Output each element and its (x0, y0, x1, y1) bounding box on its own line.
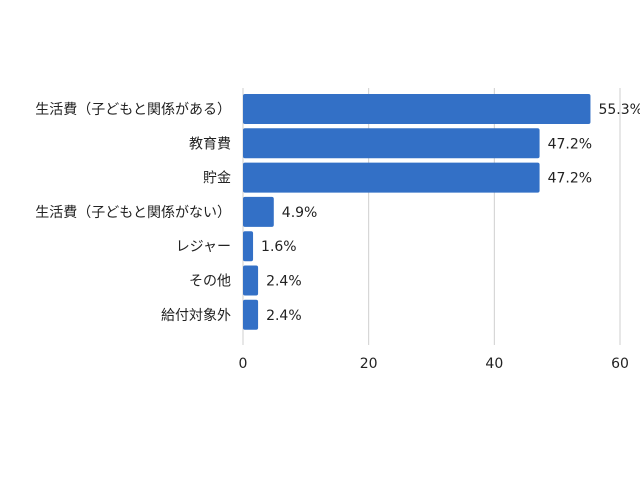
x-axis-ticks: 0 20 40 60 (239, 356, 629, 372)
category-label: その他 (189, 274, 231, 290)
bar (243, 94, 591, 124)
value-label: 2.4% (266, 274, 302, 290)
x-tick-label: 60 (611, 356, 629, 372)
value-label: 55.3% (598, 102, 640, 118)
value-label: 2.4% (266, 308, 302, 324)
bars (243, 94, 591, 330)
bar (243, 128, 540, 159)
category-label: 貯金 (203, 171, 231, 187)
bar (243, 265, 259, 296)
x-tick-label: 20 (360, 356, 378, 372)
x-tick-label: 0 (239, 356, 248, 372)
value-label: 1.6% (261, 239, 297, 255)
bar (243, 299, 259, 330)
value-label: 4.9% (282, 205, 318, 221)
category-label: 教育費 (189, 136, 231, 152)
bar (243, 162, 540, 193)
value-labels: 55.3% 47.2% 47.2% 4.9% 1.6% 2.4% 2.4% (261, 102, 640, 324)
bar (243, 231, 254, 262)
bar (243, 196, 274, 227)
category-label: 生活費（子どもと関係がある） (35, 102, 231, 118)
category-label: 給付対象外 (161, 308, 231, 324)
value-label: 47.2% (548, 136, 592, 152)
x-tick-label: 40 (485, 356, 503, 372)
category-label: 生活費（子どもと関係がない） (35, 205, 231, 221)
category-label: レジャー (176, 239, 231, 255)
value-label: 47.2% (548, 171, 592, 187)
